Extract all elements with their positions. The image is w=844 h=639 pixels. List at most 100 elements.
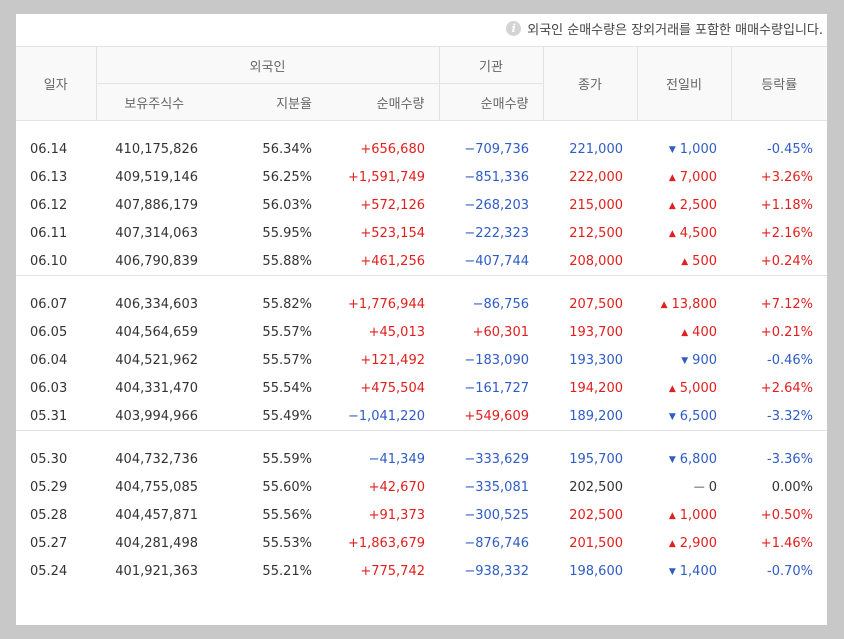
up-arrow-icon: ▲ <box>668 200 676 211</box>
flat-dash-icon: — <box>693 479 705 493</box>
cell-share: 55.56% <box>262 507 312 523</box>
cell-holdings: 404,564,659 <box>115 324 198 340</box>
cell-change: ▲ 2,500 <box>637 191 731 219</box>
body-top-spacer <box>16 121 827 136</box>
table-row: 06.07 406,334,603 55.82% +1,776,944 −86,756 2… <box>16 290 827 318</box>
cell-change: ▲ 400 <box>637 318 731 346</box>
group-divider <box>16 275 827 290</box>
change-value: 5,000 <box>679 380 717 396</box>
up-arrow-icon: ▲ <box>668 383 676 394</box>
notice-bar: i 외국인 순매수량은 장외거래를 포함한 매매수량입니다. <box>506 19 823 38</box>
col-rate-header: 등락률 <box>730 46 827 121</box>
cell-holdings: 403,994,966 <box>115 408 198 424</box>
cell-foreign-net: +572,126 <box>360 197 425 213</box>
table-row: 06.03 404,331,470 55.54% +475,504 −161,727 19… <box>16 374 827 402</box>
cell-date: 06.14 <box>30 141 68 157</box>
cell-date: 06.03 <box>30 380 68 396</box>
table-row: 06.04 404,521,962 55.57% +121,492 −183,090 19… <box>16 346 827 374</box>
cell-close: 208,000 <box>569 253 623 269</box>
cell-foreign-net: −1,041,220 <box>347 408 425 424</box>
cell-change: ▼ 1,400 <box>637 557 731 585</box>
cell-foreign-net: +121,492 <box>360 352 425 368</box>
table-row: 05.27 404,281,498 55.53% +1,863,679 −876,746… <box>16 529 827 557</box>
cell-holdings: 404,457,871 <box>115 507 198 523</box>
change-value: 400 <box>692 324 717 340</box>
cell-inst-net: −709,736 <box>464 141 529 157</box>
cell-inst-net: −333,629 <box>464 451 529 467</box>
table-row: 06.10 406,790,839 55.88% +461,256 −407,744 20… <box>16 247 827 276</box>
up-arrow-icon: ▲ <box>681 256 689 267</box>
cell-inst-net: −183,090 <box>464 352 529 368</box>
cell-foreign-net: +461,256 <box>360 253 425 269</box>
cell-inst-net: −876,746 <box>464 535 529 551</box>
table-row: 06.13 409,519,146 56.25% +1,591,749 −851,336… <box>16 163 827 191</box>
table-row: 05.30 404,732,736 55.59% −41,349 −333,629 195… <box>16 445 827 473</box>
change-value: 500 <box>692 253 717 269</box>
cell-share: 56.25% <box>262 169 312 185</box>
col-foreign-net-header: 순매수량 <box>326 83 439 121</box>
cell-date: 05.30 <box>30 451 68 467</box>
change-value: 13,800 <box>671 296 718 312</box>
cell-date: 05.27 <box>30 535 68 551</box>
cell-inst-net: −268,203 <box>464 197 529 213</box>
table-row: 06.05 404,564,659 55.57% +45,013 +60,301 193,… <box>16 318 827 346</box>
cell-inst-net: −851,336 <box>464 169 529 185</box>
cell-holdings: 406,334,603 <box>115 296 198 312</box>
up-arrow-icon: ▲ <box>660 299 668 310</box>
table-row: 05.29 404,755,085 55.60% +42,670 −335,081 202… <box>16 473 827 501</box>
table-row: 06.11 407,314,063 55.95% +523,154 −222,323 21… <box>16 219 827 247</box>
cell-close: 201,500 <box>569 535 623 551</box>
cell-share: 55.49% <box>262 408 312 424</box>
cell-rate: +0.21% <box>760 324 813 340</box>
investor-trading-table: 일자 외국인 기관 종가 전일비 등락률 보유주식수 지분율 순매수량 순매수량… <box>16 46 827 585</box>
table-row: 05.24 401,921,363 55.21% +775,742 −938,332 19… <box>16 557 827 585</box>
cell-holdings: 407,314,063 <box>115 225 198 241</box>
col-institution-header: 기관 <box>438 46 543 84</box>
cell-inst-net: −222,323 <box>464 225 529 241</box>
cell-close: 198,600 <box>569 563 623 579</box>
info-icon[interactable]: i <box>506 21 522 36</box>
cell-foreign-net: −41,349 <box>368 451 425 467</box>
cell-foreign-net: +91,373 <box>368 507 425 523</box>
cell-change: ▲ 7,000 <box>637 163 731 191</box>
cell-inst-net: −86,756 <box>472 296 529 312</box>
down-arrow-icon: ▼ <box>681 355 689 366</box>
cell-foreign-net: +1,776,944 <box>347 296 425 312</box>
cell-rate: +2.16% <box>760 225 813 241</box>
cell-rate: -0.46% <box>767 352 813 368</box>
down-arrow-icon: ▼ <box>668 566 676 577</box>
cell-rate: -3.32% <box>767 408 813 424</box>
cell-inst-net: −161,727 <box>464 380 529 396</box>
cell-holdings: 404,331,470 <box>115 380 198 396</box>
cell-change: ▼ 900 <box>637 346 731 374</box>
cell-close: 194,200 <box>569 380 623 396</box>
cell-holdings: 401,921,363 <box>115 563 198 579</box>
cell-change: ▲ 5,000 <box>637 374 731 402</box>
cell-close: 215,000 <box>569 197 623 213</box>
col-share-header: 지분율 <box>212 83 326 121</box>
cell-rate: 0.00% <box>771 479 813 495</box>
cell-rate: -0.70% <box>767 563 813 579</box>
cell-change: —0 <box>637 473 731 501</box>
table-row: 05.28 404,457,871 55.56% +91,373 −300,525 202… <box>16 501 827 529</box>
cell-share: 55.54% <box>262 380 312 396</box>
cell-share: 56.34% <box>262 141 312 157</box>
cell-close: 212,500 <box>569 225 623 241</box>
col-holdings-header: 보유주식수 <box>95 83 212 121</box>
cell-close: 189,200 <box>569 408 623 424</box>
cell-date: 05.28 <box>30 507 68 523</box>
table-row: 06.12 407,886,179 56.03% +572,126 −268,203 21… <box>16 191 827 219</box>
trading-panel: i 외국인 순매수량은 장외거래를 포함한 매매수량입니다. 일자 외국인 기관… <box>16 14 827 625</box>
cell-foreign-net: +42,670 <box>368 479 425 495</box>
col-close-header: 종가 <box>542 46 637 121</box>
cell-close: 193,700 <box>569 324 623 340</box>
change-value: 0 <box>708 479 717 495</box>
table-row: 05.31 403,994,966 55.49% −1,041,220 +549,609… <box>16 402 827 431</box>
down-arrow-icon: ▼ <box>668 411 676 422</box>
cell-change: ▼ 6,800 <box>637 445 731 473</box>
cell-holdings: 404,521,962 <box>115 352 198 368</box>
cell-share: 55.60% <box>262 479 312 495</box>
cell-foreign-net: +1,863,679 <box>347 535 425 551</box>
cell-date: 05.31 <box>30 408 68 424</box>
cell-holdings: 404,732,736 <box>115 451 198 467</box>
